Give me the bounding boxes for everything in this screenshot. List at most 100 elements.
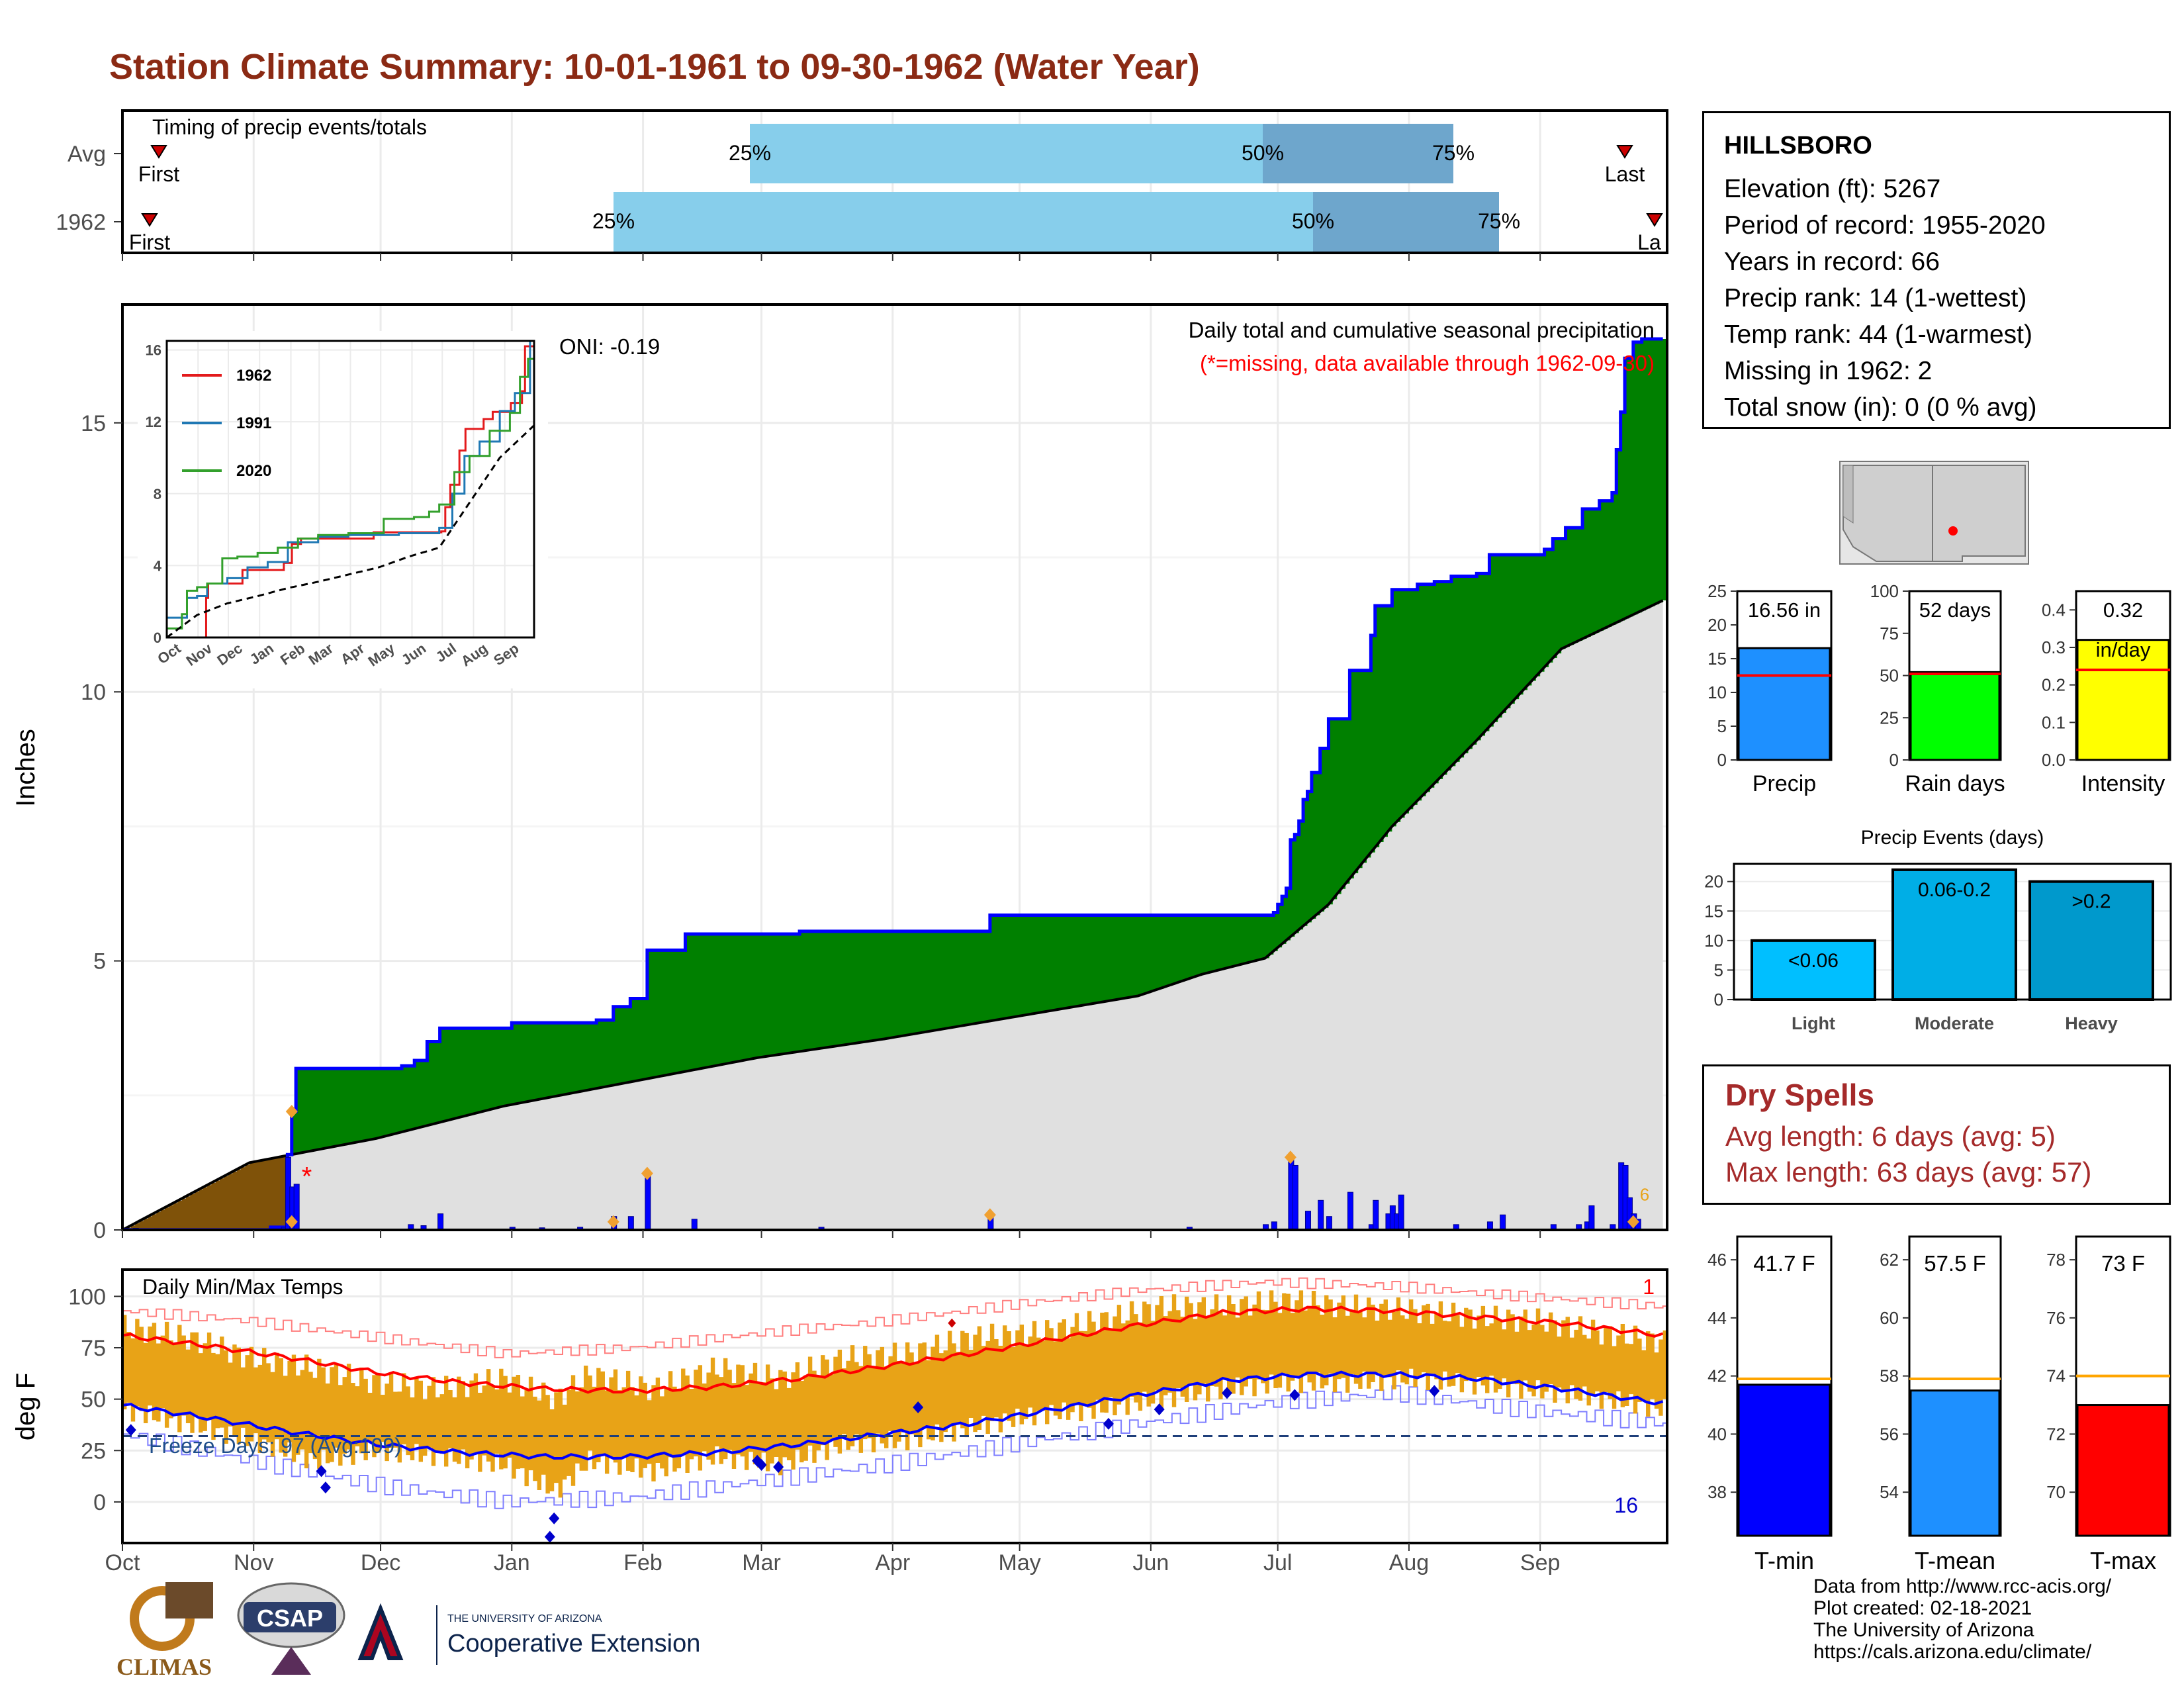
tsum-bar-T-min (1737, 1383, 1831, 1537)
daily-precip-bar (1318, 1199, 1324, 1230)
location-map (1839, 461, 2029, 565)
month-tick-label: Jun (1132, 1550, 1169, 1575)
freeze-days-label: Freeze Days: 97 (Avg:109) (149, 1434, 402, 1458)
summary-axis-label: Rain days (1905, 771, 2005, 796)
summary-bars-panel: 16.56 in 0 5 10 15 20 25 Precip 52 days 0 25 50 75 10… (1707, 581, 2171, 796)
summary-bar-Intensity (2076, 639, 2170, 761)
temp-ytick-label: 100 (68, 1284, 106, 1309)
record-high-count: 1 (1643, 1275, 1655, 1299)
precip-ytick-label: 5 (93, 949, 106, 974)
precip-missing-note: (*=missing, data available through 1962-… (1200, 351, 1655, 375)
timing-last-label: Last (1605, 162, 1645, 186)
tsum-bar-T-max (2076, 1404, 2170, 1537)
record-low-line (122, 1385, 1667, 1509)
timing-p75-label: 75% (1478, 209, 1520, 233)
daily-precip-bar (1326, 1216, 1332, 1230)
timing-first-label: First (138, 162, 179, 186)
month-tick-label: Jan (494, 1550, 530, 1575)
page-title: Station Climate Summary: 10-01-1961 to 0… (109, 47, 1200, 87)
temp-ytick-label: 0 (93, 1490, 106, 1515)
month-tick-label: Oct (105, 1550, 140, 1575)
daily-precip-bar (1304, 1211, 1311, 1230)
map-new-mexico (1932, 465, 2026, 562)
events-ytick-label: 15 (1704, 901, 1723, 921)
precip-event-category: Heavy (2065, 1013, 2118, 1033)
normal-cumulative-line (122, 599, 1664, 1230)
summary-ytick-label: 0.3 (2042, 637, 2066, 657)
month-tick-label: May (999, 1550, 1041, 1575)
daily-precip-bar (645, 1173, 651, 1230)
tsum-value-label: 73 F (2101, 1251, 2145, 1276)
tsum-ytick-label: 76 (2046, 1308, 2066, 1328)
record-low-marker-icon (544, 1530, 555, 1543)
summary-axis-label: Intensity (2081, 771, 2165, 796)
timing-row-label: 1962 (56, 210, 106, 235)
timing-p25-label: 25% (592, 209, 635, 233)
temp-summary-panel: 41.7 F 38 40 42 44 46 T-min 57.5 F 54 56 58 60 62 T-m… (1707, 1235, 2171, 1574)
precip-events-title: Precip Events (days) (1861, 827, 2044, 849)
month-tick-label: Nov (234, 1550, 273, 1575)
month-tick-label: Mar (742, 1550, 781, 1575)
tsum-axis-label: T-max (2090, 1547, 2156, 1574)
tsum-axis-label: T-min (1754, 1547, 1814, 1574)
inset-legend-label: 1991 (236, 414, 271, 432)
timing-p25-label: 25% (729, 141, 771, 165)
precip-event-bar-Heavy (2028, 880, 2154, 1001)
station-period: Period of record: 1955-2020 (1724, 211, 2046, 240)
surplus-area (287, 339, 1667, 1156)
timing-first-label: First (129, 230, 170, 254)
record-high-line (122, 1277, 1667, 1358)
tsum-ytick-label: 74 (2046, 1366, 2066, 1386)
timing-bar-early-Avg (750, 124, 1263, 183)
dry-spells-title: Dry Spells (1725, 1078, 1874, 1112)
summary-ytick-label: 15 (1707, 649, 1727, 669)
precip-event-category: Light (1792, 1013, 1835, 1033)
cumulative-1962-line (122, 337, 1663, 1230)
dry-spells-avg: Avg length: 6 days (avg: 5) (1725, 1121, 2056, 1152)
summary-value-label: 0.32 (2103, 598, 2143, 622)
map-arizona (1843, 465, 1933, 562)
summary-value-label: 52 days (1919, 598, 1991, 622)
daily-precip-bar (1500, 1214, 1506, 1230)
event-marker-icon (285, 1105, 298, 1119)
month-tick-label: Apr (875, 1550, 910, 1575)
events-ytick-label: 0 (1714, 990, 1723, 1009)
summary-ytick-label: 0.0 (2042, 750, 2066, 770)
credit-plot-created: Plot created: 02-18-2021 (1813, 1597, 2032, 1619)
dry-spells-max: Max length: 63 days (avg: 57) (1725, 1156, 2092, 1188)
inset-ytick-label: 16 (146, 342, 161, 359)
inset-ytick-label: 12 (146, 414, 161, 430)
month-tick-label: Aug (1389, 1550, 1430, 1575)
month-tick-label: Dec (361, 1550, 400, 1575)
summary-bar-Precip (1737, 647, 1831, 761)
missing-day-marker: * (302, 1162, 312, 1192)
climas-logo-text: CLIMAS (116, 1654, 212, 1680)
summary-value-unit: in/day (2096, 638, 2151, 661)
precip-plot-area (122, 337, 1667, 1230)
first-marker-icon (141, 213, 158, 227)
record-high-marker-icon (948, 1318, 956, 1328)
csap-mountain-icon (271, 1647, 311, 1675)
record-low-marker-icon (773, 1461, 784, 1474)
avg-tmin-line (122, 1370, 1664, 1461)
summary-axis-label: Precip (1752, 771, 1816, 796)
inset-ytick-label: 4 (154, 557, 162, 574)
record-low-count: 16 (1614, 1493, 1638, 1517)
csap-logo-badge (244, 1602, 336, 1632)
month-tick-label: Sep (1520, 1550, 1561, 1575)
tsum-ytick-label: 42 (1707, 1366, 1727, 1386)
tsum-ytick-label: 56 (1880, 1424, 1899, 1444)
record-low-marker-icon (1429, 1385, 1440, 1397)
deficit-area (126, 1156, 288, 1230)
precip-ylabel: Inches (11, 729, 40, 807)
inset-ytick-label: 8 (154, 486, 161, 502)
temp-plot-area (122, 1277, 1667, 1543)
summary-bar-Rain days (1909, 671, 2001, 761)
temp-ylabel: deg F (11, 1373, 40, 1440)
month-tick-label: Feb (623, 1550, 662, 1575)
logos: CLIMAS CSAP THE UNIVERSITY OF ARIZONA Coope… (116, 1582, 700, 1680)
temp-panel-title: Daily Min/Max Temps (142, 1275, 343, 1299)
timing-p50-label: 50% (1242, 141, 1284, 165)
tsum-ytick-label: 38 (1707, 1482, 1727, 1502)
credit-data-source: Data from http://www.rcc-acis.org/ (1813, 1575, 2112, 1597)
